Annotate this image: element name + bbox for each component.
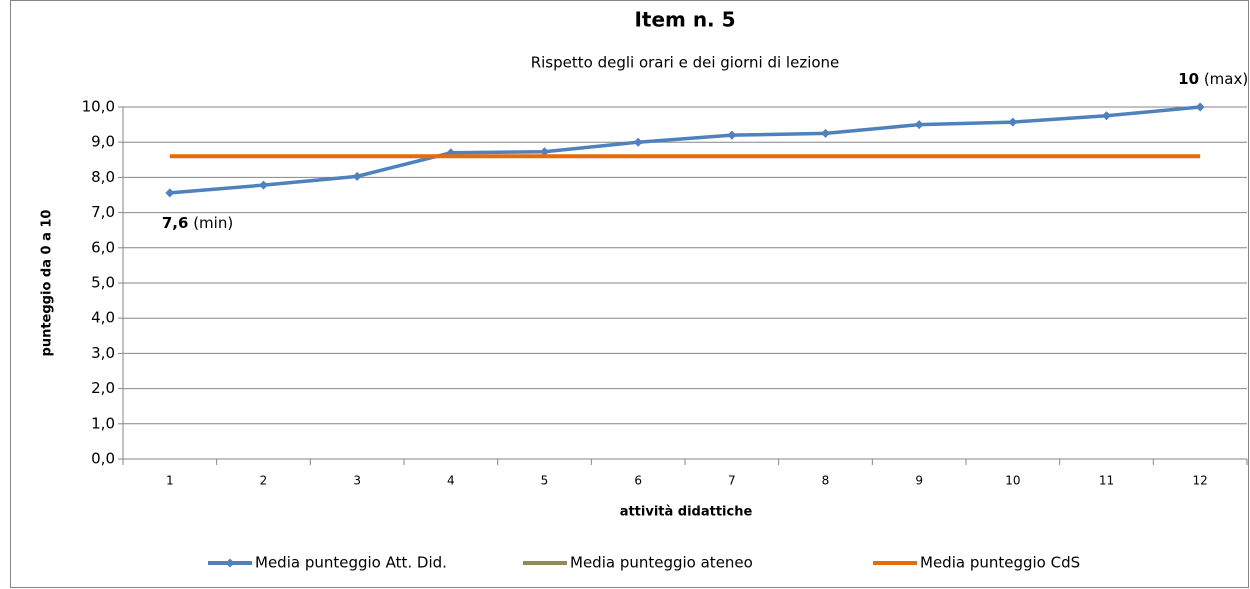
y-tick-label: 10,0	[82, 98, 115, 116]
value-label-number: 10	[1178, 70, 1199, 88]
x-tick-label: 4	[447, 474, 455, 488]
value-label: 10 (max)	[1178, 70, 1248, 88]
marker	[914, 120, 924, 130]
x-tick-label: 2	[260, 474, 268, 488]
marker	[540, 147, 549, 157]
y-tick-label: 4,0	[91, 309, 115, 327]
y-tick-label: 0,0	[91, 450, 115, 468]
chart-border	[10, 0, 1249, 588]
legend-marker	[225, 558, 235, 568]
x-tick-label: 7	[728, 474, 736, 488]
y-tick-label: 8,0	[91, 168, 115, 186]
x-axis-title: attività didattiche	[620, 505, 753, 520]
y-tick-label: 3,0	[91, 344, 115, 362]
marker	[352, 171, 362, 181]
y-axis-title: punteggio da 0 a 10	[40, 210, 55, 357]
marker	[165, 188, 175, 198]
value-label-note: (min)	[193, 213, 233, 231]
y-tick-label: 2,0	[91, 379, 115, 397]
y-tick-label: 1,0	[91, 414, 115, 432]
marker	[633, 137, 643, 147]
y-tick-label: 5,0	[91, 274, 115, 292]
series-line	[169, 105, 1201, 195]
chart-title: Item n. 5	[634, 8, 735, 32]
legend-label: Media punteggio Att. Did.	[255, 554, 447, 572]
value-label-number: 7,6	[162, 213, 189, 231]
y-tick-label: 9,0	[91, 133, 115, 151]
legend-label: Media punteggio ateneo	[570, 554, 753, 572]
x-tick-label: 11	[1099, 474, 1114, 488]
x-tick-label: 12	[1193, 474, 1208, 488]
x-tick-label: 3	[353, 474, 361, 488]
marker	[1008, 117, 1018, 127]
y-tick-label: 6,0	[91, 238, 115, 256]
chart-subtitle: Rispetto degli orari e dei giorni di lez…	[531, 54, 840, 72]
x-tick-label: 5	[541, 474, 549, 488]
x-tick-label: 1	[166, 474, 174, 488]
marker	[727, 130, 737, 140]
legend-label: Media punteggio CdS	[920, 554, 1080, 572]
x-tick-label: 9	[915, 474, 923, 488]
x-tick-label: 10	[1005, 474, 1020, 488]
x-tick-label: 8	[822, 474, 830, 488]
y-tick-label: 7,0	[91, 203, 115, 221]
value-label-note: (max)	[1204, 70, 1248, 88]
marker	[259, 180, 268, 190]
x-tick-label: 6	[634, 474, 642, 488]
marker	[821, 128, 830, 138]
value-label: 7,6 (min)	[162, 213, 233, 231]
marker	[1102, 111, 1111, 121]
marker	[1195, 102, 1205, 112]
